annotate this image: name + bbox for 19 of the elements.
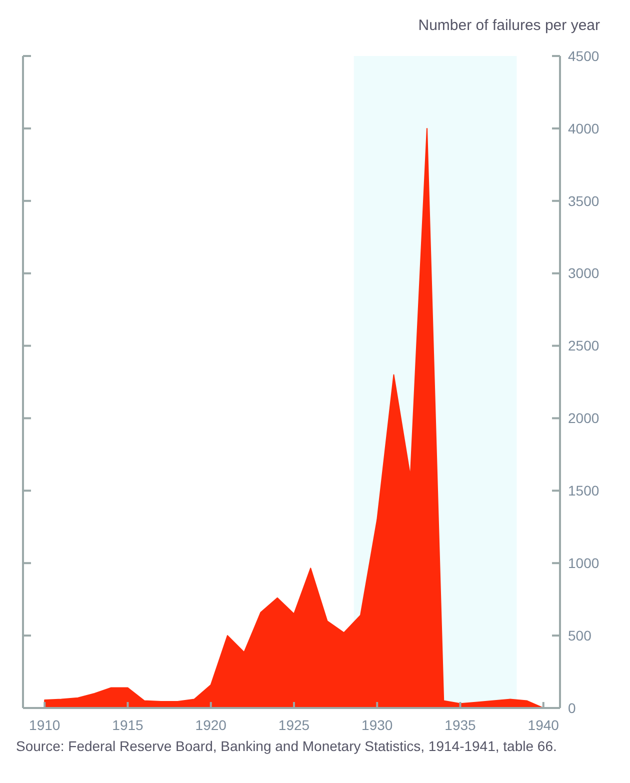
x-tick-label: 1910 [29,717,60,733]
source-note: Source: Federal Reserve Board, Banking and Monetary Statistics, 1914-1941, table 66. [16,738,558,755]
y-tick-label: 3000 [568,265,600,282]
y-tick-label: 500 [568,627,592,644]
y-tick-label: 2000 [568,410,600,426]
y-tick-label: 1000 [568,555,600,572]
y-tick-label: 2500 [568,338,600,354]
y-axis-title: Number of failures per year [418,17,600,34]
x-tick-label: 1920 [195,717,227,733]
y-tick-label: 1500 [568,482,600,499]
x-tick-label: 1940 [528,717,560,733]
y-tick-label: 4000 [568,120,600,136]
x-tick-label: 1925 [278,717,310,733]
y-tick-label: 4500 [568,48,600,64]
x-tick-label: 1930 [362,717,393,733]
y-tick-label: 0 [568,700,576,716]
x-tick-label: 1935 [444,717,476,733]
x-tick-label: 1915 [112,717,144,733]
y-tick-label: 3500 [568,192,600,209]
